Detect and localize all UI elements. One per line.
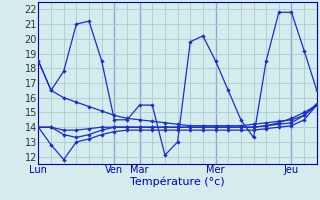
X-axis label: Température (°c): Température (°c) <box>130 177 225 187</box>
